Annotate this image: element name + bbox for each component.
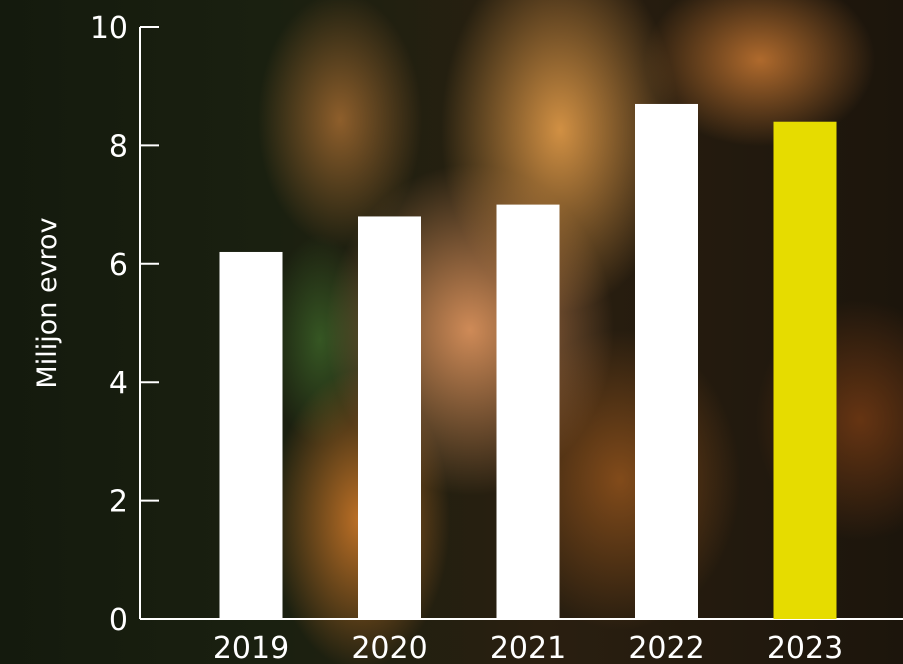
y-tick-label: 2 xyxy=(109,485,128,520)
bar-2021 xyxy=(496,204,560,619)
bar-2019 xyxy=(219,251,283,619)
y-ticks: 0 2 4 6 8 10 xyxy=(90,11,159,638)
bar-2020 xyxy=(358,216,421,619)
y-tick-label: 8 xyxy=(109,129,128,164)
bar-2022 xyxy=(635,103,698,619)
y-tick-label: 4 xyxy=(109,366,128,401)
y-tick-label: 10 xyxy=(90,11,128,46)
bar-2023 xyxy=(773,121,837,619)
y-tick-label: 6 xyxy=(109,248,128,283)
x-ticks: 2019 2020 2021 2022 2023 xyxy=(213,631,843,664)
x-tick-label: 2019 xyxy=(213,631,289,664)
x-tick-label: 2022 xyxy=(628,631,704,664)
y-tick-label: 0 xyxy=(109,603,128,638)
bars xyxy=(219,103,837,619)
x-tick-label: 2021 xyxy=(490,631,566,664)
x-tick-label: 2020 xyxy=(351,631,427,664)
y-axis-title: Milijon evrov xyxy=(32,217,63,388)
x-tick-label: 2023 xyxy=(767,631,843,664)
